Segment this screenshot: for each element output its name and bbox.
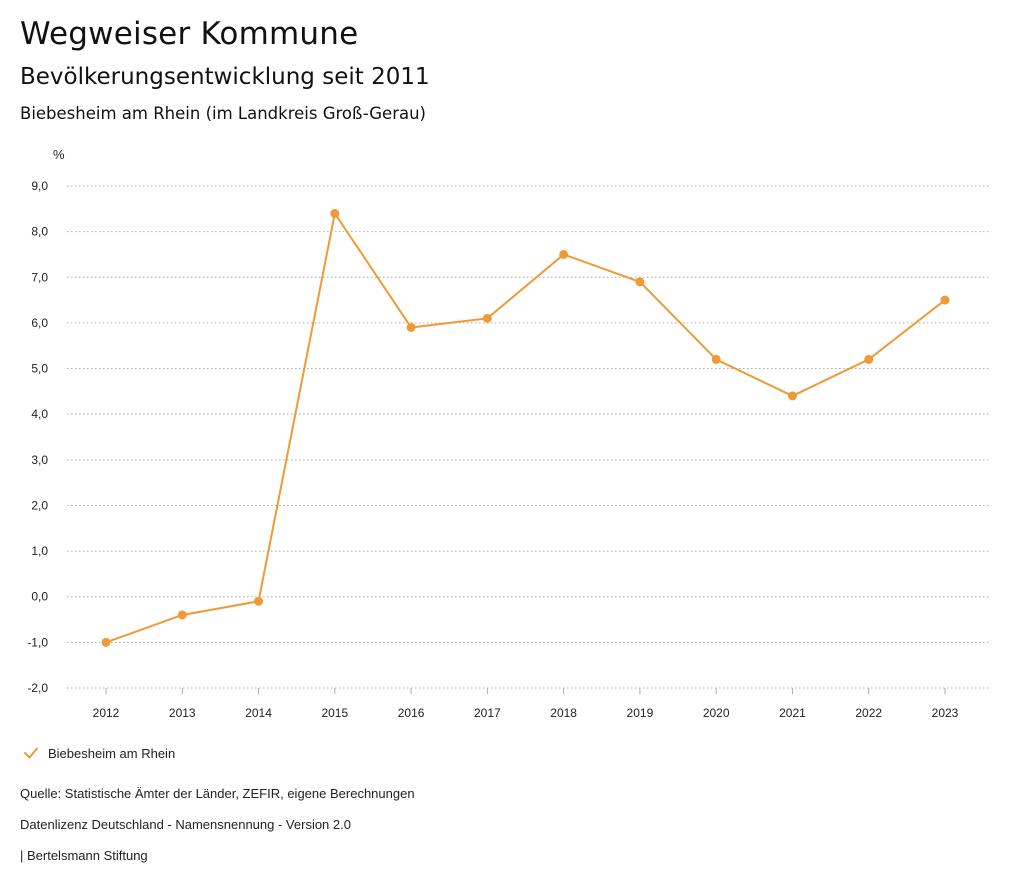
legend-label: Biebesheim am Rhein — [48, 745, 176, 761]
y-axis-unit-label: % — [53, 147, 65, 162]
y-tick-label: 2,0 — [31, 498, 48, 512]
legend-item[interactable]: Biebesheim am Rhein — [22, 744, 175, 762]
data-point — [101, 637, 111, 647]
region-label: Biebesheim am Rhein (im Landkreis Groß-G… — [20, 104, 426, 123]
y-tick-label: 4,0 — [31, 407, 48, 421]
y-tick-label: 0,0 — [31, 590, 48, 604]
x-tick-label: 2013 — [169, 706, 196, 720]
y-tick-label: -2,0 — [27, 681, 48, 695]
chart-title: Wegweiser Kommune — [20, 16, 359, 52]
data-point — [711, 354, 721, 364]
series-line — [105, 212, 946, 644]
data-point — [330, 208, 340, 218]
line-chart: % 9,0 8,0 7,0 6,0 5,0 4,0 3,0 2,0 1,0 0,0 -1,0 -2,0 2… — [27, 147, 990, 720]
x-tick-label: 2012 — [93, 706, 120, 720]
y-tick-label: 9,0 — [31, 179, 48, 193]
y-tick-label: 7,0 — [31, 270, 48, 284]
data-point — [254, 596, 264, 606]
license-note: Datenlizenz Deutschland - Namensnennung … — [20, 817, 351, 832]
y-tick-label: 1,0 — [31, 544, 48, 558]
x-tick-label: 2020 — [703, 706, 730, 720]
x-tick-label: 2018 — [550, 706, 577, 720]
x-tick-label: 2019 — [627, 706, 654, 720]
x-tick-label: 2023 — [932, 706, 959, 720]
data-point — [482, 313, 492, 323]
x-tick-label: 2017 — [474, 706, 501, 720]
data-point — [635, 277, 645, 287]
y-tick-label: 6,0 — [31, 316, 48, 330]
x-tick-label: 2021 — [779, 706, 806, 720]
data-point — [864, 354, 874, 364]
data-point — [940, 295, 950, 305]
y-tick-label: 8,0 — [31, 225, 48, 239]
x-tick-label: 2014 — [245, 706, 272, 720]
x-tick-label: 2016 — [398, 706, 425, 720]
x-tick-label: 2015 — [321, 706, 348, 720]
checkmark-icon — [24, 747, 38, 759]
data-point — [406, 322, 416, 332]
data-point — [559, 249, 569, 259]
x-tick-label: 2022 — [855, 706, 882, 720]
chart-subtitle: Bevölkerungsentwicklung seit 2011 — [20, 64, 430, 90]
y-tick-label: 3,0 — [31, 453, 48, 467]
source-note: Quelle: Statistische Ämter der Länder, Z… — [20, 786, 415, 801]
y-tick-label: -1,0 — [27, 635, 48, 649]
publisher-note: | Bertelsmann Stiftung — [20, 848, 148, 863]
data-point — [177, 610, 187, 620]
data-point — [787, 391, 797, 401]
y-tick-label: 5,0 — [31, 362, 48, 376]
